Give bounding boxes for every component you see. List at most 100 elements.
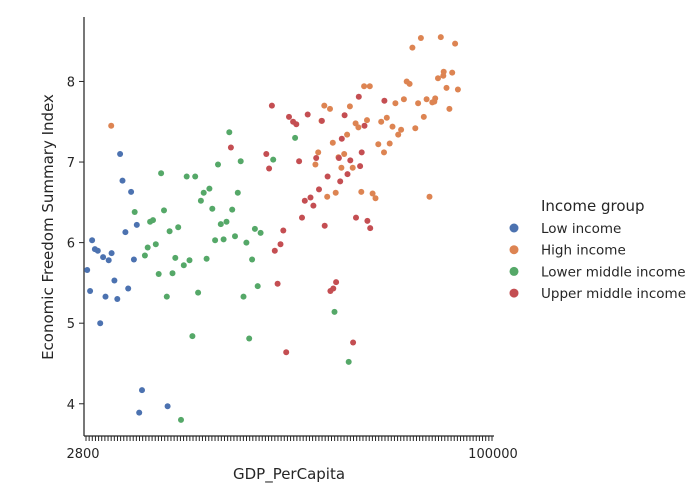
point-series-2-14: [178, 416, 184, 423]
point-series-1-22: [372, 195, 379, 202]
point-series-0-13: [119, 177, 126, 184]
y-axis-label: Economic Freedom Summary Index: [39, 94, 57, 360]
point-series-3-0: [227, 144, 234, 151]
point-series-2-32: [229, 206, 236, 213]
point-series-2-0: [131, 209, 138, 215]
y-tick-label-0: 4: [67, 398, 75, 413]
point-series-1-31: [398, 126, 405, 133]
point-series-1-16: [355, 124, 362, 131]
point-series-2-38: [246, 335, 253, 342]
point-series-2-16: [183, 173, 190, 180]
point-series-2-20: [195, 289, 202, 296]
point-series-1-4: [321, 102, 328, 109]
point-series-2-43: [270, 156, 277, 163]
point-series-3-30: [347, 157, 354, 164]
point-series-1-49: [449, 69, 456, 76]
point-series-3-4: [271, 247, 278, 254]
point-series-1-23: [375, 141, 382, 148]
point-series-2-24: [206, 185, 213, 192]
point-series-1-1: [312, 161, 319, 168]
axes: 4 5 6 7 8: [67, 17, 494, 441]
point-series-3-5: [274, 280, 281, 287]
point-series-2-25: [209, 205, 216, 212]
point-series-1-18: [361, 83, 368, 90]
point-series-1-37: [415, 100, 422, 107]
point-series-1-20: [366, 83, 373, 90]
point-series-2-40: [251, 225, 258, 232]
point-series-0-0: [84, 267, 91, 273]
point-series-3-37: [367, 225, 374, 232]
point-series-1-12: [344, 131, 351, 138]
point-series-2-44: [292, 134, 299, 141]
point-series-2-4: [150, 217, 156, 224]
point-series-1-35: [409, 44, 416, 51]
x-axis-label: GDP_PerCapita: [233, 465, 345, 484]
point-series-1-47: [443, 84, 450, 91]
point-series-3-29: [344, 171, 351, 178]
point-series-3-14: [301, 197, 308, 204]
y-tick-label-3: 7: [67, 156, 75, 171]
point-series-2-33: [232, 233, 238, 240]
point-series-3-28: [341, 112, 348, 119]
point-series-3-2: [266, 165, 273, 172]
point-series-1-5: [324, 193, 331, 200]
point-series-1-8: [332, 189, 339, 196]
point-series-2-1: [141, 252, 148, 259]
point-series-0-1: [87, 288, 94, 294]
point-series-2-26: [212, 237, 219, 244]
point-series-3-16: [307, 194, 314, 201]
point-series-2-30: [223, 218, 230, 225]
point-series-2-21: [197, 197, 204, 204]
point-series-1-48: [446, 105, 453, 112]
point-series-3-19: [316, 186, 322, 193]
point-series-3-32: [353, 214, 359, 221]
point-series-2-36: [240, 293, 247, 300]
point-series-1-21: [369, 190, 376, 197]
point-series-3-15: [304, 111, 311, 118]
point-series-1-38: [417, 35, 424, 41]
point-series-3-12: [296, 158, 303, 165]
point-series-3-11: [293, 121, 300, 128]
point-series-1-29: [392, 100, 399, 107]
point-series-0-15: [125, 285, 132, 292]
legend-marker-0: [509, 223, 519, 233]
point-series-2-18: [189, 333, 196, 340]
point-series-1-53: [431, 98, 438, 105]
point-series-1-52: [440, 72, 447, 79]
point-series-3-36: [364, 217, 371, 224]
point-series-1-7: [329, 139, 336, 146]
point-series-2-19: [192, 173, 199, 180]
y-tick-label-4: 8: [67, 75, 75, 90]
point-series-3-17: [310, 202, 317, 209]
x-tick-label-first: 2800: [66, 447, 99, 462]
point-series-0-12: [117, 151, 124, 157]
point-series-1-51: [454, 86, 461, 93]
point-series-2-10: [166, 228, 173, 235]
point-series-2-27: [215, 161, 221, 168]
point-series-1-32: [400, 96, 407, 103]
point-series-2-12: [172, 254, 179, 261]
point-series-3-18: [313, 155, 320, 161]
point-series-1-17: [358, 188, 365, 195]
point-series-2-13: [175, 224, 182, 231]
point-series-3-26: [335, 155, 342, 161]
point-series-0-18: [133, 221, 140, 228]
legend-label-2: Lower middle income: [541, 264, 686, 280]
point-series-1-28: [389, 123, 396, 130]
point-series-1-11: [341, 151, 348, 157]
point-series-0-7: [102, 293, 109, 300]
point-series-0-11: [114, 296, 121, 302]
point-series-3-39: [337, 178, 344, 185]
point-series-1-13: [346, 103, 353, 110]
x-tick-label-last: 100000: [468, 447, 518, 462]
point-series-0-2: [89, 237, 96, 244]
point-series-2-2: [144, 244, 151, 251]
point-series-3-3: [268, 102, 275, 109]
legend-items: Low income High income Lower middle income…: [509, 221, 686, 302]
point-series-2-22: [200, 189, 207, 196]
point-series-2-23: [203, 255, 210, 262]
point-series-2-28: [217, 221, 224, 228]
y-ticks: 4 5 6 7 8: [67, 75, 84, 413]
point-series-1-26: [383, 114, 390, 121]
